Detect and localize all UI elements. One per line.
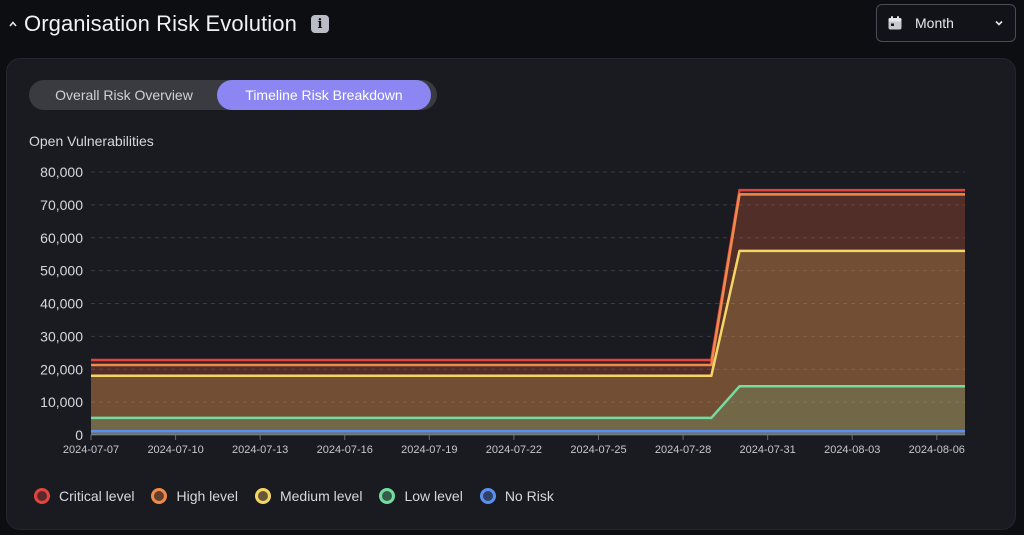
legend-label: Low level	[404, 488, 463, 504]
view-toggle: Overall Risk Overview Timeline Risk Brea…	[29, 80, 437, 110]
legend-item-critical-level[interactable]: Critical level	[34, 488, 134, 504]
series-line-low-level[interactable]	[91, 385, 965, 420]
legend-marker-icon	[254, 488, 271, 504]
x-tick-label: 2024-07-13	[232, 444, 288, 456]
y-tick-label: 40,000	[40, 296, 83, 312]
x-tick-label: 2024-07-16	[317, 444, 373, 456]
y-tick-label: 10,000	[40, 394, 83, 410]
tab-overall-risk-overview[interactable]: Overall Risk Overview	[55, 87, 193, 103]
x-tick-label: 2024-07-07	[63, 444, 119, 456]
legend-marker-icon	[151, 488, 168, 504]
y-tick-label: 20,000	[40, 361, 83, 377]
info-icon[interactable]: i	[310, 15, 329, 33]
legend-item-no-risk[interactable]: No Risk	[479, 488, 554, 504]
series-line-critical-level[interactable]	[91, 188, 965, 362]
legend-label: Critical level	[59, 488, 135, 504]
x-tick-label: 2024-07-31	[740, 444, 796, 456]
series-line-high-level[interactable]	[91, 193, 965, 367]
chart-legend: Critical level High level Medium level Low …	[34, 488, 571, 504]
y-tick-label: 50,000	[40, 263, 83, 279]
y-tick-label: 80,000	[40, 164, 83, 180]
chart-card: Overall Risk Overview Timeline Risk Brea…	[6, 58, 1016, 530]
chevron-up-icon[interactable]	[8, 19, 18, 29]
legend-label: High level	[176, 488, 238, 504]
series-area-medium-level	[91, 250, 965, 435]
x-tick-label: 2024-07-19	[401, 444, 457, 456]
x-tick-label: 2024-08-06	[909, 444, 965, 456]
series-area-low-level	[91, 386, 965, 435]
x-tick-label: 2024-07-25	[570, 444, 626, 456]
section-header: Organisation Risk Evolution i	[8, 8, 329, 40]
y-tick-label: 30,000	[40, 328, 83, 344]
chevron-down-icon	[995, 20, 1003, 26]
legend-item-high-level[interactable]: High level	[151, 488, 238, 504]
series-line-medium-level[interactable]	[91, 249, 965, 378]
legend-marker-icon	[479, 488, 496, 504]
period-select[interactable]: Month	[876, 4, 1016, 42]
x-tick-label: 2024-08-03	[824, 444, 880, 456]
legend-item-low-level[interactable]: Low level	[379, 488, 463, 504]
chart-y-axis-title: Open Vulnerabilities	[29, 133, 154, 149]
calendar-icon	[888, 16, 902, 30]
legend-label: Medium level	[279, 488, 363, 504]
y-tick-label: 70,000	[40, 197, 83, 213]
period-select-value: Month	[915, 15, 954, 31]
legend-item-medium-level[interactable]: Medium level	[254, 488, 363, 504]
tab-timeline-risk-breakdown[interactable]: Timeline Risk Breakdown	[217, 80, 431, 110]
legend-label: No Risk	[504, 488, 554, 504]
x-tick-label: 2024-07-10	[147, 444, 203, 456]
x-tick-label: 2024-07-28	[655, 444, 711, 456]
legend-marker-icon	[379, 488, 396, 504]
y-tick-label: 60,000	[40, 230, 83, 246]
x-tick-label: 2024-07-22	[486, 444, 542, 456]
page-title: Organisation Risk Evolution	[24, 11, 297, 36]
legend-marker-icon	[34, 488, 50, 504]
y-tick-label: 0	[75, 427, 83, 443]
